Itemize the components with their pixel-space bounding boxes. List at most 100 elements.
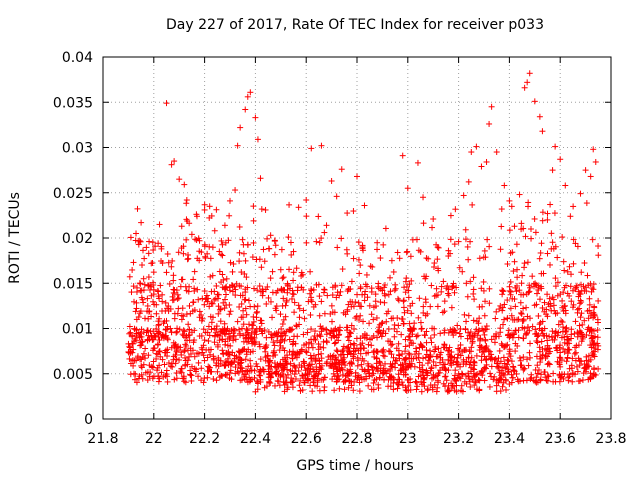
data-point [191,287,198,294]
data-point [429,224,436,231]
data-point [390,268,397,275]
data-point [232,187,239,194]
data-point [559,234,566,241]
data-point [211,339,218,346]
data-point [396,255,403,262]
data-point [247,357,254,364]
data-point [382,225,389,232]
data-point [337,288,344,295]
data-point [506,197,513,204]
data-point [242,257,249,264]
data-point [133,288,140,295]
data-point [554,358,561,365]
data-point [316,293,323,300]
data-point [539,217,546,224]
data-point [510,364,517,371]
data-point [296,382,303,389]
data-point [357,312,364,319]
x-tick-label: 22.4 [240,431,271,447]
data-point [506,227,513,234]
data-point [201,337,208,344]
data-point [377,299,384,306]
data-point [514,266,521,273]
data-point [400,304,407,311]
x-axis-label: GPS time / hours [296,458,413,474]
data-point [544,377,551,384]
data-point [411,363,418,370]
data-point [192,236,199,243]
data-point [303,213,310,220]
data-point [572,349,579,356]
data-point [465,256,472,263]
data-point [133,305,140,312]
data-point [208,319,215,326]
data-point [250,203,257,210]
data-point [155,240,162,247]
data-point [277,266,284,273]
data-point [379,319,386,326]
data-point [146,238,153,245]
y-tick-label: 0.005 [53,367,93,383]
data-point [315,351,322,358]
data-point [449,283,456,290]
data-point [206,203,213,210]
data-point [293,322,300,329]
data-point [447,212,454,219]
data-point [531,98,538,105]
data-point [465,178,472,185]
data-point [528,225,535,232]
data-point [516,191,523,198]
data-point [290,277,297,284]
data-point [438,283,445,290]
data-point [323,338,330,345]
data-point [378,333,385,340]
data-point [272,242,279,249]
data-point [328,177,335,184]
data-point [307,311,314,318]
data-point [395,371,402,378]
data-point [533,337,540,344]
data-point [208,326,215,333]
data-point [199,295,206,302]
y-tick-label: 0.03 [62,141,93,157]
data-point [511,258,518,265]
data-point [468,149,475,156]
data-point [137,287,144,294]
data-point [576,300,583,307]
data-point [321,383,328,390]
data-point [572,318,579,325]
data-point [200,352,207,359]
y-tick-label: 0.04 [62,50,93,66]
data-point [404,248,411,255]
data-point [137,280,144,287]
data-point [350,255,357,262]
data-point [578,358,585,365]
y-tick-label: 0.035 [53,95,93,111]
data-point [471,296,478,303]
data-point [379,347,386,354]
data-point [395,297,402,304]
x-tick-label: 23 [399,431,417,447]
data-point [229,268,236,275]
data-point [591,366,598,373]
data-point [348,278,355,285]
data-point [368,311,375,318]
data-point [562,182,569,189]
data-point [236,249,243,256]
data-point [424,387,431,394]
data-point [440,278,447,285]
data-point [168,329,175,336]
data-point [447,236,454,243]
data-point [183,236,190,243]
data-point [420,355,427,362]
data-point [163,100,170,107]
data-point [492,355,499,362]
data-point [220,351,227,358]
data-point [439,309,446,316]
y-axis-label: ROTI / TECUs [7,192,23,284]
data-point [150,298,157,305]
data-point [528,235,535,242]
x-tick-label: 22 [145,431,163,447]
data-point [479,349,486,356]
data-point [434,256,441,263]
